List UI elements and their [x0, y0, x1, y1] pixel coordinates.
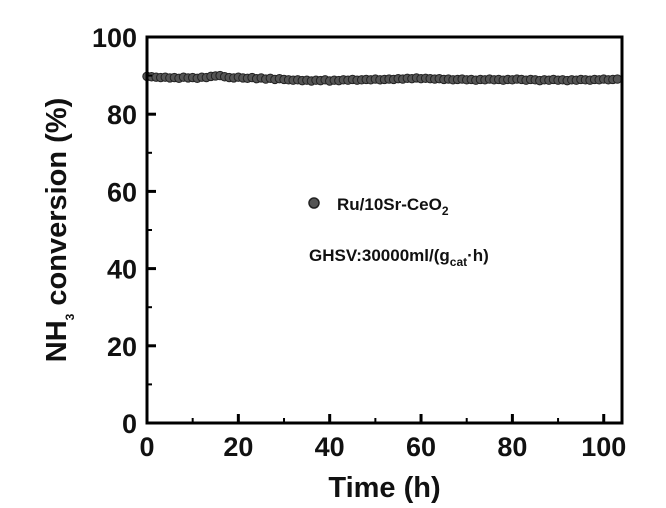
y-tick-label: 40	[107, 255, 137, 285]
legend-label: Ru/10Sr-CeO2	[337, 195, 449, 218]
data-point	[613, 75, 621, 83]
ghsv-annotation-rest: ·h)	[467, 246, 489, 265]
y-axis-title: NH3 conversion (%)	[41, 98, 77, 363]
legend: Ru/10Sr-CeO2	[309, 195, 449, 218]
x-tick-label: 60	[406, 432, 436, 462]
legend-marker	[309, 198, 319, 208]
data-points	[143, 71, 622, 85]
x-tick-label: 40	[315, 432, 345, 462]
plot-frame	[147, 37, 622, 423]
legend-label-subscript: 2	[442, 204, 449, 218]
y-tick-label: 100	[92, 23, 137, 53]
y-axis-title-base: NH	[41, 320, 73, 362]
legend-label-base: Ru/10Sr-CeO	[337, 195, 442, 214]
ghsv-annotation-base: GHSV:30000ml/(g	[309, 246, 450, 265]
x-axis-title: Time (h)	[328, 472, 440, 504]
ghsv-annotation-subscript: cat	[450, 255, 467, 269]
y-tick-label: 20	[107, 332, 137, 362]
axis-ticks: 0 20 40 60 80 100 0 20 40 60 80 100	[92, 23, 626, 462]
x-tick-label: 20	[223, 432, 253, 462]
x-tick-label: 100	[581, 432, 626, 462]
y-axis-title-rest: conversion (%)	[41, 98, 73, 314]
x-tick-label: 0	[139, 432, 154, 462]
ghsv-annotation: GHSV:30000ml/(gcat·h)	[309, 246, 489, 269]
x-tick-label: 80	[497, 432, 527, 462]
y-tick-label: 60	[107, 177, 137, 207]
y-tick-label: 0	[122, 409, 137, 439]
y-tick-label: 80	[107, 100, 137, 130]
